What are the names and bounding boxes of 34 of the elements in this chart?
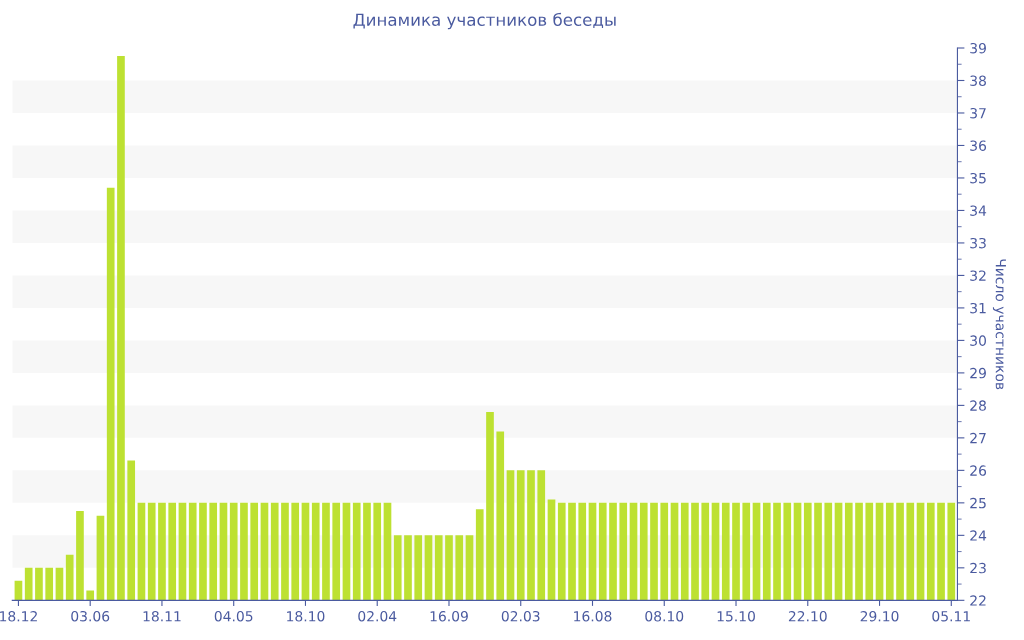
y2-tick-label: 36 xyxy=(970,140,987,151)
y2-tick-label: 33 xyxy=(970,237,986,249)
x-tick-label: 05.11 xyxy=(932,610,970,622)
x-tick-label: 02.04 xyxy=(358,610,397,622)
y2-tick-label: 39 xyxy=(970,42,986,54)
x-tick-label: 18.12 xyxy=(0,610,37,622)
chart-title: Динамика участников беседы xyxy=(353,12,616,30)
x-tick-label: 29.10 xyxy=(860,610,899,622)
x-tick-label: 02.03 xyxy=(501,610,540,622)
y2-tick-label: 23 xyxy=(970,562,986,574)
y2-tick-label: 37 xyxy=(970,107,986,119)
y2-tick-label: 29 xyxy=(970,367,986,379)
x-tick-label: 15.10 xyxy=(717,610,755,622)
x-tick-label: 22.10 xyxy=(788,610,827,622)
x-tick-label: 18.10 xyxy=(287,610,325,622)
y2-tick-label: 27 xyxy=(970,432,986,444)
y2-tick-label: 35 xyxy=(970,172,986,184)
y2-axis-title: Число участников xyxy=(992,259,1006,390)
y2-tick-label: 24 xyxy=(970,530,987,541)
y2-tick-label: 32 xyxy=(970,270,986,281)
x-tick-label: 16.08 xyxy=(574,610,612,622)
y2-tick-label: 34 xyxy=(970,205,987,216)
y2-tick-label: 38 xyxy=(970,75,986,86)
y2-tick-label: 25 xyxy=(970,497,986,509)
x-tick-label: 08.10 xyxy=(645,610,684,622)
x-tick-label: 03.06 xyxy=(71,610,110,622)
y2-tick-label: 28 xyxy=(970,400,986,411)
x-tick-label: 16.09 xyxy=(430,610,468,622)
y2-tick-label: 22 xyxy=(970,595,986,606)
y2-tick-label: 26 xyxy=(970,465,987,476)
y2-tick-label: 31 xyxy=(970,302,986,314)
x-tick-label: 18.11 xyxy=(143,610,181,622)
x-tick-label: 04.05 xyxy=(214,610,253,622)
y2-tick-label: 30 xyxy=(970,335,986,346)
